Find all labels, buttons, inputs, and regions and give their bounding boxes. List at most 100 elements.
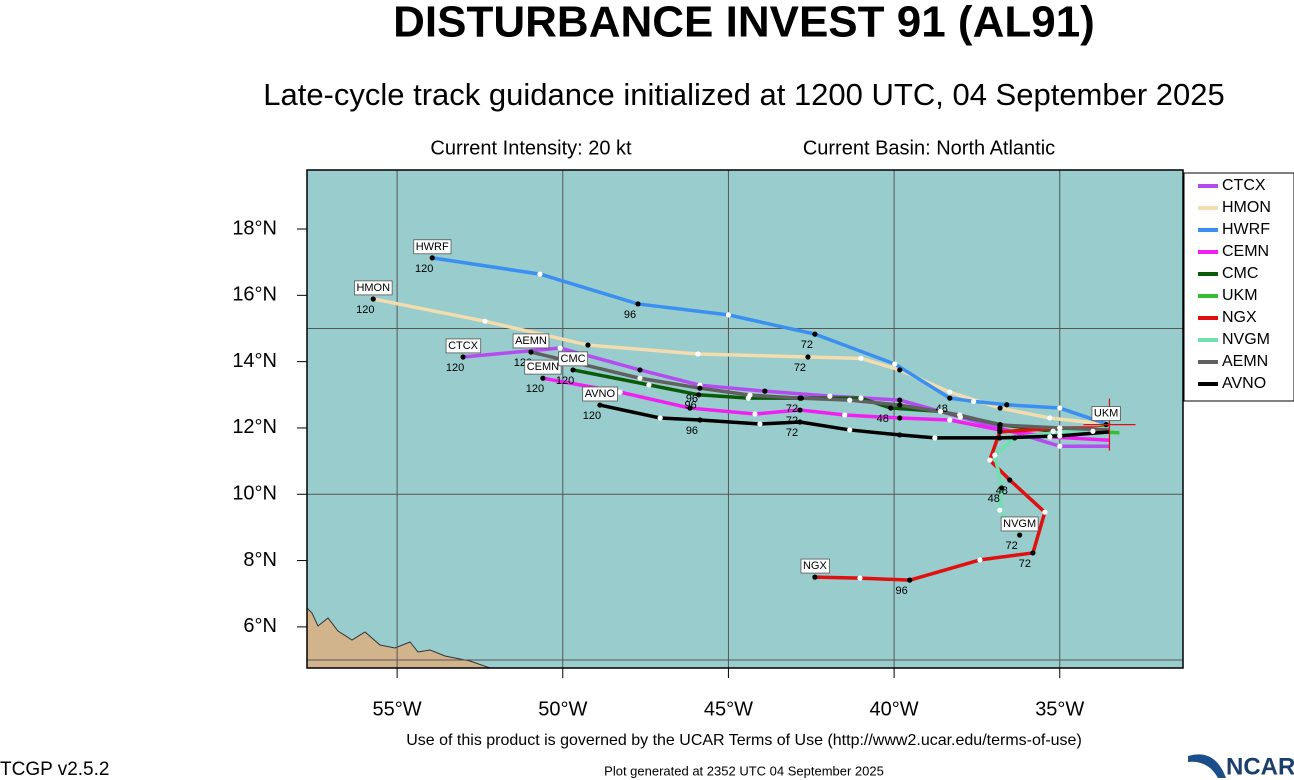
plot-area: 120 7212048729612072120489612048729648727… xyxy=(307,170,1183,668)
track-point xyxy=(937,408,944,414)
track-point xyxy=(637,367,643,373)
track-point xyxy=(757,421,763,427)
forecast-hour: 48 xyxy=(877,413,889,425)
track-point xyxy=(635,301,641,307)
track-label-box xyxy=(558,351,589,367)
track-point xyxy=(557,345,563,351)
track-point xyxy=(797,419,803,425)
track-point xyxy=(992,452,998,458)
generated: Plot generated at 2352 UTC 04 September … xyxy=(604,763,884,778)
legend-label: NGX xyxy=(1222,309,1257,326)
forecast-hour: 96 xyxy=(686,425,698,437)
track-point xyxy=(892,361,898,367)
track-label: HWRF xyxy=(413,239,452,255)
x-tick-label: 40°W xyxy=(870,698,919,720)
track-label: HMON xyxy=(354,280,393,296)
forecast-hour: 120 xyxy=(356,304,374,316)
track-point xyxy=(1057,433,1063,439)
track-point xyxy=(1057,405,1063,411)
intensity: Current Intensity: 20 kt xyxy=(430,137,632,159)
track-point xyxy=(947,395,953,401)
y-tick-label: 8°N xyxy=(243,549,277,571)
x-tick-label: 35°W xyxy=(1035,698,1084,720)
track-point xyxy=(897,402,903,408)
legend-label: CMC xyxy=(1222,265,1258,282)
forecast-hour: 120 xyxy=(415,263,433,275)
track-point xyxy=(897,415,903,421)
forecast-hour: 96 xyxy=(624,309,636,321)
track-point xyxy=(1090,428,1096,434)
track-point xyxy=(1050,428,1056,434)
track-point xyxy=(697,385,703,391)
track-label-text: AEMN xyxy=(515,335,547,347)
track-point xyxy=(429,255,435,261)
track-point xyxy=(997,405,1003,411)
track-point xyxy=(997,435,1003,441)
track-label-text: UKM xyxy=(1094,408,1118,420)
track-point xyxy=(482,318,488,324)
version: TCGP v2.5.2 xyxy=(0,759,109,780)
track-label-text: HMON xyxy=(356,282,390,294)
track-point xyxy=(977,557,983,563)
forecast-hour: 120 xyxy=(556,375,574,387)
track-label-box xyxy=(582,386,618,402)
track-label: CEMN xyxy=(524,359,562,375)
logo-swoosh xyxy=(1188,754,1226,778)
y-tick-label: 12°N xyxy=(232,416,277,438)
track-point xyxy=(747,392,753,398)
track-point xyxy=(570,367,576,373)
forecast-hour: 96 xyxy=(686,393,698,405)
track-label-box xyxy=(413,239,452,255)
y-tick-label: 16°N xyxy=(232,284,277,306)
track-label-text: CMC xyxy=(561,353,586,365)
track-point xyxy=(897,367,903,373)
track-point xyxy=(617,389,623,395)
legend-label: CTCX xyxy=(1222,177,1266,194)
track-label-box xyxy=(1091,406,1121,421)
track-point xyxy=(1047,415,1053,421)
track-point xyxy=(1057,443,1063,449)
x-tick-label: 45°W xyxy=(704,698,753,720)
track-point xyxy=(1057,425,1063,431)
track-label-box xyxy=(1000,516,1039,532)
title: DISTURBANCE INVEST 91 (AL91) xyxy=(393,0,1095,47)
track-point xyxy=(1057,429,1063,435)
track-label: CMC xyxy=(558,351,589,367)
track-point xyxy=(657,415,663,421)
track-label-text: CEMN xyxy=(527,361,559,373)
y-tick-label: 10°N xyxy=(232,483,277,505)
track-point xyxy=(858,395,864,401)
track-label-text: NGX xyxy=(803,560,828,572)
logo: NCAR xyxy=(1226,753,1294,780)
track-point xyxy=(696,392,702,398)
forecast-hour: 48 xyxy=(988,493,1000,505)
track-point xyxy=(897,432,903,438)
track-point xyxy=(1030,550,1036,556)
track-point xyxy=(858,355,864,361)
track-label: NGX xyxy=(800,558,830,574)
legend-label: AEMN xyxy=(1222,353,1268,370)
track-point xyxy=(897,397,903,403)
track-label: UKM xyxy=(1091,406,1121,421)
track-point xyxy=(597,402,603,408)
track-point xyxy=(762,388,768,394)
track-point xyxy=(1042,509,1048,515)
x-tick-label: 50°W xyxy=(538,698,587,720)
legend-label: HMON xyxy=(1222,199,1271,216)
ocean xyxy=(307,170,1183,668)
subtitle: Late-cycle track guidance initialized at… xyxy=(263,77,1225,112)
track-label-text: AVNO xyxy=(585,388,616,400)
track-point xyxy=(847,427,853,433)
track-label-box xyxy=(512,333,550,349)
track-point xyxy=(537,271,543,277)
track-point xyxy=(997,422,1003,428)
track-point xyxy=(997,507,1003,513)
legend-label: UKM xyxy=(1222,287,1258,304)
track-point xyxy=(957,412,963,418)
y-tick-label: 6°N xyxy=(243,615,277,637)
basin: Current Basin: North Atlantic xyxy=(803,137,1055,159)
track-point xyxy=(827,393,833,399)
forecast-hour: 120 xyxy=(446,362,464,374)
track-point xyxy=(999,485,1005,491)
legend-label: HWRF xyxy=(1222,221,1270,238)
